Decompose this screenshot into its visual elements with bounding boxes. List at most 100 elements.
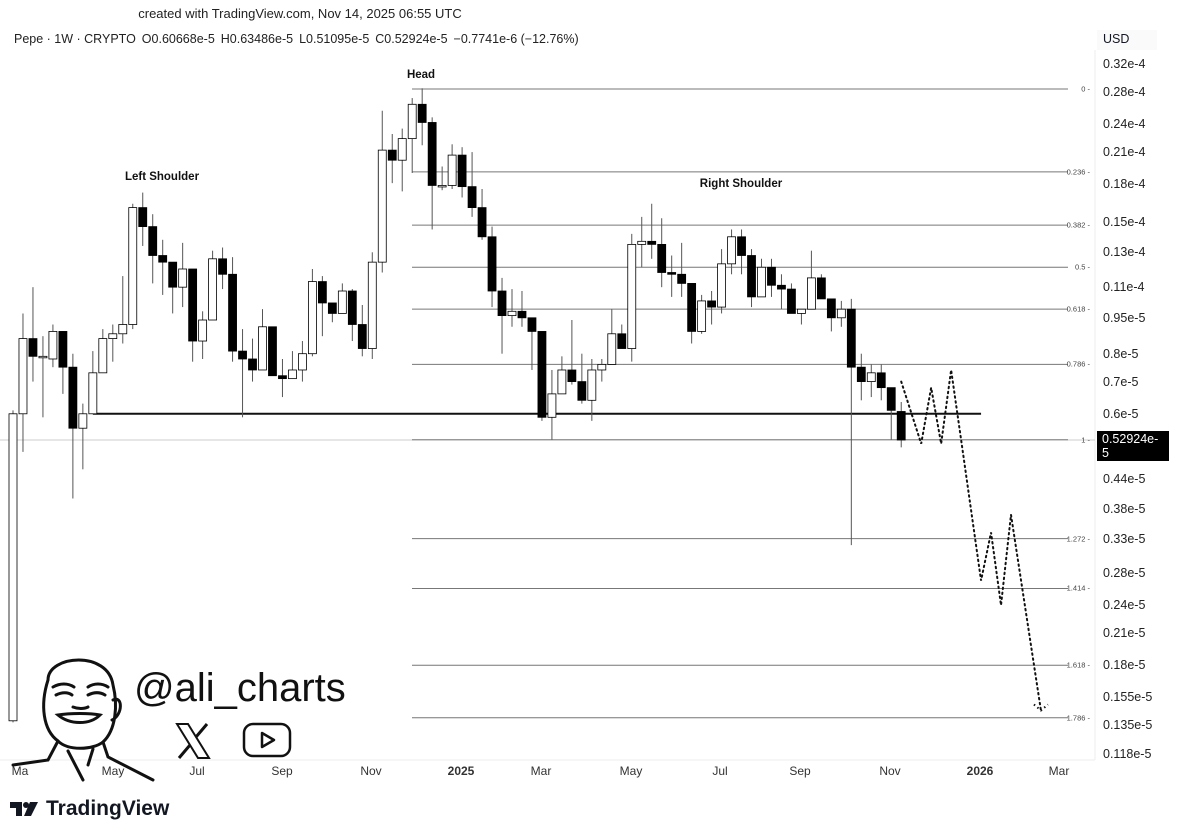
candle-body bbox=[727, 236, 736, 265]
price-tick-label: 0.7e-5 bbox=[1103, 374, 1139, 389]
created-with-caption: created with TradingView.com, Nov 14, 20… bbox=[138, 6, 462, 21]
candle-body bbox=[896, 411, 906, 441]
ohlc-close: C0.52924e-5 bbox=[375, 32, 448, 46]
candle-body bbox=[327, 302, 337, 314]
candle-body bbox=[547, 393, 557, 418]
price-tick-label: 0.32e-4 bbox=[1103, 57, 1146, 72]
candle-body bbox=[577, 381, 587, 401]
candle bbox=[467, 152, 477, 217]
candle bbox=[807, 250, 816, 310]
candle-body bbox=[477, 207, 487, 238]
candle bbox=[557, 356, 567, 395]
price-tick-label: 0.13e-4 bbox=[1103, 245, 1146, 260]
candle-body bbox=[337, 290, 347, 314]
currency-label[interactable]: USD bbox=[1097, 30, 1157, 50]
candle-body bbox=[18, 338, 28, 415]
candle bbox=[727, 229, 736, 275]
last-price-label: 0.52924e-5 2d 18h bbox=[1097, 431, 1169, 474]
candle bbox=[198, 311, 208, 359]
fib-level-label: 0.382 - bbox=[1066, 220, 1090, 230]
price-tick-label: 0.44e-5 bbox=[1103, 471, 1146, 486]
candle bbox=[278, 358, 287, 398]
price-tick-label: 0.21e-4 bbox=[1103, 145, 1146, 160]
candle-body bbox=[797, 308, 806, 314]
last-price-value: 0.52924e-5 bbox=[1102, 432, 1159, 460]
annotation-head: Head bbox=[406, 69, 436, 81]
candle bbox=[707, 291, 716, 325]
candle-body bbox=[387, 149, 397, 161]
candle-body bbox=[717, 263, 726, 308]
candle-body bbox=[367, 261, 377, 349]
candle-body bbox=[777, 284, 786, 290]
candle-body bbox=[28, 338, 38, 357]
candle-body bbox=[866, 372, 876, 382]
candle bbox=[567, 320, 577, 385]
candle bbox=[88, 351, 98, 415]
fib-level-label: 1.618 - bbox=[1066, 660, 1090, 670]
time-tick-label: Sep bbox=[789, 764, 811, 778]
candle bbox=[737, 229, 746, 275]
candle bbox=[258, 309, 267, 371]
candle bbox=[876, 364, 886, 401]
tradingview-logo[interactable]: TradingView bbox=[10, 797, 169, 821]
time-tick-label: Nov bbox=[879, 764, 901, 778]
candle bbox=[507, 289, 517, 327]
candle-body bbox=[208, 258, 218, 321]
candle bbox=[98, 329, 108, 374]
candle bbox=[477, 188, 487, 240]
candle bbox=[248, 338, 257, 382]
fib-level-label: 0.236 - bbox=[1066, 167, 1090, 177]
candle bbox=[387, 134, 397, 184]
candle bbox=[178, 242, 188, 308]
candle bbox=[78, 403, 88, 470]
candle-body bbox=[747, 255, 756, 298]
symbol-name[interactable]: Pepe · 1W · CRYPTO bbox=[14, 32, 136, 46]
candle-body bbox=[737, 236, 746, 256]
candle-body bbox=[507, 310, 517, 317]
candle-body bbox=[278, 375, 287, 380]
time-tick-label: 2026 bbox=[966, 764, 994, 778]
candle-body bbox=[587, 369, 597, 401]
candle bbox=[797, 308, 806, 325]
youtube-icon bbox=[242, 722, 292, 758]
candle-body bbox=[447, 154, 457, 186]
candle bbox=[657, 218, 667, 288]
candle bbox=[8, 410, 18, 723]
candle bbox=[597, 358, 607, 382]
candle-body bbox=[467, 186, 477, 208]
candle-body bbox=[198, 319, 208, 342]
time-tick-label: Ma bbox=[11, 764, 29, 778]
annotation-right-shoulder: Right Shoulder bbox=[699, 178, 783, 190]
candle bbox=[767, 258, 776, 297]
candle bbox=[667, 255, 677, 297]
price-tick-label: 0.6e-5 bbox=[1103, 406, 1139, 421]
candle-body bbox=[807, 277, 816, 310]
candle bbox=[48, 324, 58, 368]
candle bbox=[218, 247, 227, 290]
candle bbox=[447, 144, 457, 189]
candle-body bbox=[238, 350, 247, 360]
candle bbox=[58, 331, 68, 394]
time-tick-label: 2025 bbox=[447, 764, 475, 778]
candle-body bbox=[417, 103, 427, 123]
candle bbox=[687, 283, 697, 344]
candle bbox=[856, 353, 866, 401]
fib-level-label: 1.414 - bbox=[1066, 583, 1090, 593]
candle bbox=[417, 88, 427, 146]
candle-body bbox=[687, 283, 697, 332]
candle-body bbox=[288, 369, 297, 380]
projection-arrowhead-icon bbox=[1033, 703, 1049, 712]
fib-level-label: 0.5 - bbox=[1074, 262, 1090, 272]
candle bbox=[28, 287, 38, 382]
candle bbox=[148, 214, 158, 284]
candle bbox=[816, 274, 826, 300]
candle-body bbox=[138, 207, 148, 228]
candle bbox=[158, 239, 168, 295]
candle-body bbox=[58, 331, 68, 368]
ohlc-open: O0.60668e-5 bbox=[141, 32, 215, 46]
candle bbox=[886, 387, 896, 440]
candle bbox=[647, 203, 657, 259]
candle-body bbox=[357, 324, 367, 349]
candle bbox=[68, 353, 78, 499]
